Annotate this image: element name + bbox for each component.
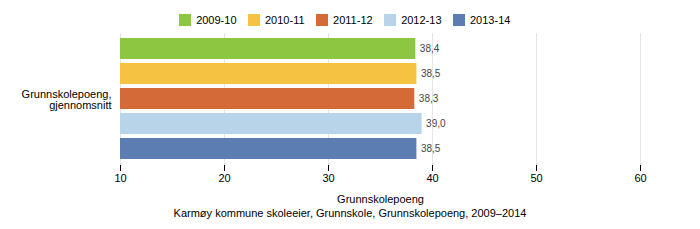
html-text:2012-13: 2012-13 <box>401 13 442 26</box>
html-text:2011-12: 2011-12 <box>333 13 373 26</box>
svg-text:38,5: 38,5 <box>421 68 441 79</box>
svg-text:50: 50 <box>530 172 542 184</box>
svg-text:Grunnskolepoeng: Grunnskolepoeng <box>337 193 424 205</box>
svg-text:20: 20 <box>218 172 230 184</box>
svg-text:60: 60 <box>634 172 646 184</box>
html-text:2009-10: 2009-10 <box>196 13 237 26</box>
html-text:2010-11: 2010-11 <box>265 13 305 26</box>
svg-text:10: 10 <box>114 172 126 184</box>
html-text:Karmøy kommune skoleeier, Grun: Karmøy kommune skoleeier, Grunnskole, Gr… <box>173 207 527 219</box>
svg-text:38,3: 38,3 <box>419 93 439 104</box>
svg-text:38,4: 38,4 <box>420 43 440 54</box>
html-text:2013-14: 2013-14 <box>470 13 511 26</box>
svg-text:40: 40 <box>426 172 438 184</box>
svg-text:30: 30 <box>322 172 334 184</box>
svg-text:39,0: 39,0 <box>426 118 446 129</box>
svg-text:38,5: 38,5 <box>421 143 441 154</box>
svg-text:Grunnskolepoeng,gjennomsnitt: Grunnskolepoeng,gjennomsnitt <box>22 88 112 111</box>
